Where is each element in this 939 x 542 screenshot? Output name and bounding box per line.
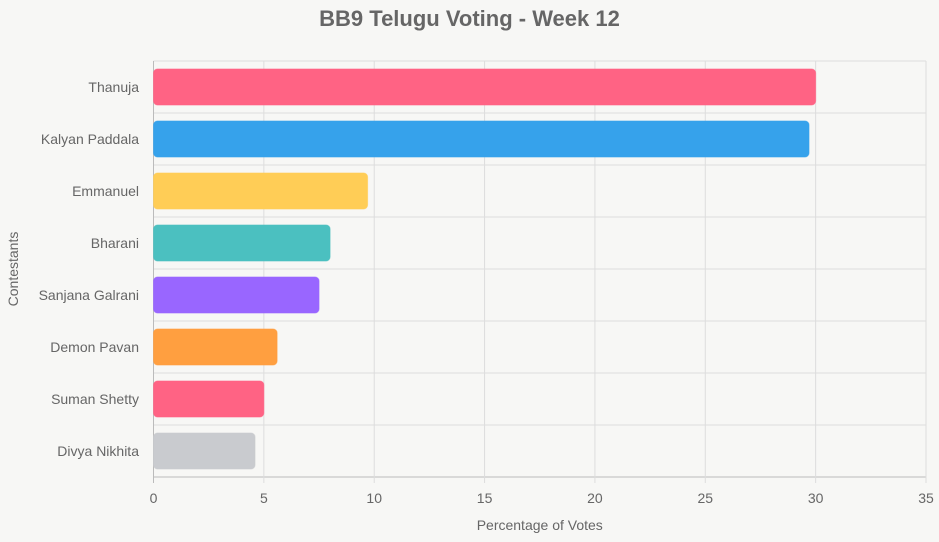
chart-title: BB9 Telugu Voting - Week 12: [319, 6, 620, 31]
bar-sanjana-galrani: [153, 276, 320, 314]
y-tick-label: Emmanuel: [72, 183, 139, 199]
x-tick-label: 30: [808, 490, 824, 506]
x-tick-label: 20: [587, 490, 603, 506]
y-tick-label: Demon Pavan: [50, 339, 139, 355]
y-tick-label: Bharani: [91, 235, 139, 251]
y-tick-label: Kalyan Paddala: [41, 131, 139, 147]
y-tick-label: Divya Nikhita: [57, 443, 139, 459]
y-tick-label: Sanjana Galrani: [39, 287, 139, 303]
y-axis-label: Contestants: [5, 232, 21, 307]
x-tick-label: 15: [477, 490, 493, 506]
bar-demon-pavan: [153, 328, 278, 366]
x-tick-label: 25: [697, 490, 713, 506]
bar-kalyan-paddala: [153, 120, 810, 158]
bar-suman-shetty: [153, 380, 265, 418]
x-tick-label: 5: [260, 490, 268, 506]
bar-divya-nikhita: [153, 432, 256, 470]
bar-bharani: [153, 224, 331, 262]
y-tick-label: Suman Shetty: [51, 391, 139, 407]
bar-thanuja: [153, 68, 817, 106]
bar-emmanuel: [153, 172, 369, 210]
x-tick-label: 35: [918, 490, 934, 506]
x-tick-label: 10: [366, 490, 382, 506]
y-tick-label: Thanuja: [88, 79, 139, 95]
x-tick-label: 0: [150, 490, 158, 506]
x-axis-label: Percentage of Votes: [477, 517, 603, 533]
